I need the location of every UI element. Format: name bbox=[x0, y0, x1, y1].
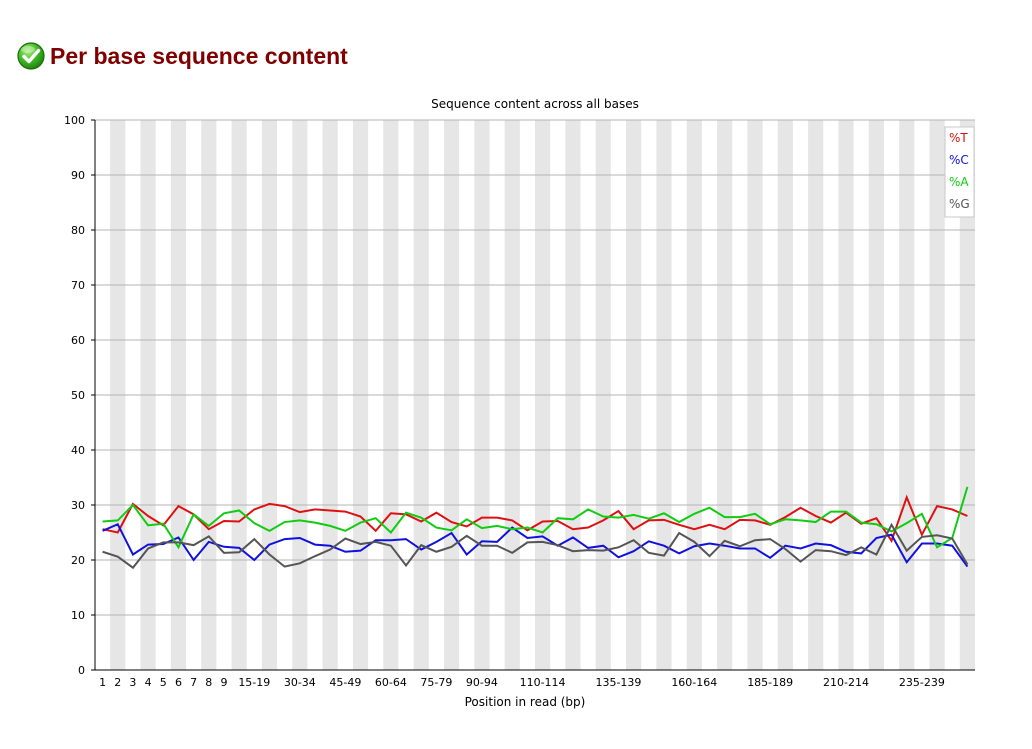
x-tick-label: 210-214 bbox=[823, 676, 869, 689]
y-tick-label: 40 bbox=[71, 444, 85, 457]
legend-entry: %T bbox=[949, 131, 968, 145]
x-tick-label: 6 bbox=[175, 676, 182, 689]
y-tick-label: 20 bbox=[71, 554, 85, 567]
x-tick-label: 60-64 bbox=[375, 676, 407, 689]
chart-title: Sequence content across all bases bbox=[431, 97, 639, 111]
x-tick-label: 30-34 bbox=[284, 676, 316, 689]
x-tick-label: 110-114 bbox=[520, 676, 566, 689]
y-tick-label: 90 bbox=[71, 169, 85, 182]
x-tick-label: 1 bbox=[99, 676, 106, 689]
y-tick-label: 30 bbox=[71, 499, 85, 512]
series-line-pct-a bbox=[102, 486, 969, 550]
series-line-pct-g bbox=[102, 522, 969, 570]
x-axis-label: Position in read (bp) bbox=[465, 695, 586, 709]
x-tick-label: 2 bbox=[114, 676, 121, 689]
x-tick-label: 45-49 bbox=[329, 676, 361, 689]
legend-box bbox=[944, 126, 975, 218]
y-tick-label: 50 bbox=[71, 389, 85, 402]
legend-entry: %A bbox=[949, 175, 969, 189]
y-tick-label: 10 bbox=[71, 609, 85, 622]
y-tick-label: 0 bbox=[78, 664, 85, 677]
section-header: Per base sequence content bbox=[16, 36, 348, 76]
x-tick-label: 3 bbox=[129, 676, 136, 689]
x-tick-label: 5 bbox=[160, 676, 167, 689]
section-title: Per base sequence content bbox=[50, 42, 348, 69]
x-tick-label: 90-94 bbox=[466, 676, 498, 689]
series-line-pct-t bbox=[102, 494, 968, 543]
x-tick-label: 9 bbox=[220, 676, 227, 689]
x-tick-label: 235-239 bbox=[899, 676, 945, 689]
legend-entry: %C bbox=[949, 153, 969, 167]
series-line-pct-c bbox=[102, 522, 969, 568]
legend-entry: %G bbox=[949, 197, 970, 211]
y-tick-label: 70 bbox=[71, 279, 85, 292]
x-tick-label: 75-79 bbox=[420, 676, 452, 689]
x-tick-label: 135-139 bbox=[595, 676, 641, 689]
x-tick-label: 15-19 bbox=[238, 676, 270, 689]
x-tick-label: 4 bbox=[145, 676, 152, 689]
check-circle-icon bbox=[17, 42, 45, 70]
x-tick-label: 160-164 bbox=[671, 676, 717, 689]
y-tick-label: 100 bbox=[64, 114, 85, 127]
x-tick-label: 8 bbox=[205, 676, 212, 689]
y-tick-label: 80 bbox=[71, 224, 85, 237]
x-tick-label: 7 bbox=[190, 676, 197, 689]
x-tick-label: 185-189 bbox=[747, 676, 793, 689]
y-tick-label: 60 bbox=[71, 334, 85, 347]
